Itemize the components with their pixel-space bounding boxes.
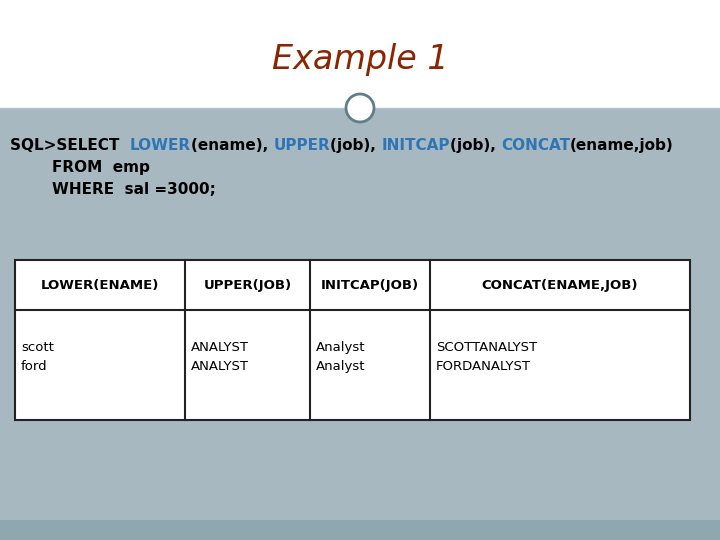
Text: WHERE  sal =3000;: WHERE sal =3000; (10, 182, 216, 197)
Text: INITCAP: INITCAP (382, 138, 450, 153)
Text: LOWER: LOWER (130, 138, 191, 153)
Text: INITCAP(JOB): INITCAP(JOB) (321, 279, 419, 292)
Text: (job),: (job), (330, 138, 382, 153)
Text: SCOTTANALYST
FORDANALYST: SCOTTANALYST FORDANALYST (436, 341, 537, 373)
Bar (0, 108, 720, 540)
Bar (15, 260, 690, 420)
Bar (0, 520, 720, 540)
Text: Example 1: Example 1 (271, 44, 449, 77)
Text: CONCAT: CONCAT (501, 138, 570, 153)
Text: ANALYST
ANALYST: ANALYST ANALYST (191, 341, 249, 373)
Text: Analyst
Analyst: Analyst Analyst (316, 341, 366, 373)
Text: LOWER(ENAME): LOWER(ENAME) (41, 279, 159, 292)
Circle shape (346, 94, 374, 122)
Text: (job),: (job), (450, 138, 501, 153)
Text: UPPER: UPPER (274, 138, 330, 153)
Text: UPPER(JOB): UPPER(JOB) (204, 279, 292, 292)
Text: SQL>SELECT: SQL>SELECT (10, 138, 130, 153)
Text: (ename),: (ename), (191, 138, 274, 153)
Text: (ename,job): (ename,job) (570, 138, 674, 153)
Text: CONCAT(ENAME,JOB): CONCAT(ENAME,JOB) (482, 279, 638, 292)
Bar (0, 0, 720, 108)
Text: scott
ford: scott ford (21, 341, 54, 373)
Text: FROM  emp: FROM emp (10, 160, 150, 175)
